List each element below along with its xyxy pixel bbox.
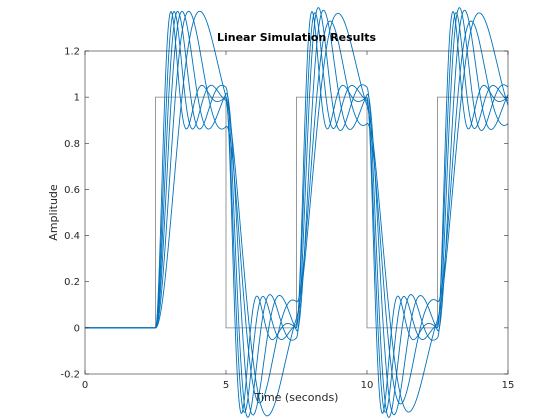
x-tick-label: 0 [82,380,88,391]
input-signal-line [85,96,508,329]
plot-box [84,50,509,375]
y-tick-label: 1.2 [64,47,80,58]
tick-layer: 0 5 10 15-0.200.20.40.60.811.2 [60,47,514,392]
y-axis-label: Amplitude [47,184,60,241]
y-tick-label: 0.6 [64,185,80,196]
y-tick-label: 0.4 [64,231,80,242]
chart-title: Linear Simulation Results [217,31,377,44]
x-tick-label: 5 [223,380,229,391]
y-tick-label: -0.2 [60,370,80,381]
y-tick-label: 0.2 [64,277,80,288]
x-tick-label: 10 [361,380,374,391]
x-axis-label: Time (seconds) [254,391,339,404]
y-tick-label: 0 [74,323,80,334]
y-tick-label: 0.8 [64,139,80,150]
y-tick-label: 1 [74,93,80,104]
x-tick-label: 15 [502,380,515,391]
series-layer [85,7,509,418]
response-line-6 [85,10,509,417]
